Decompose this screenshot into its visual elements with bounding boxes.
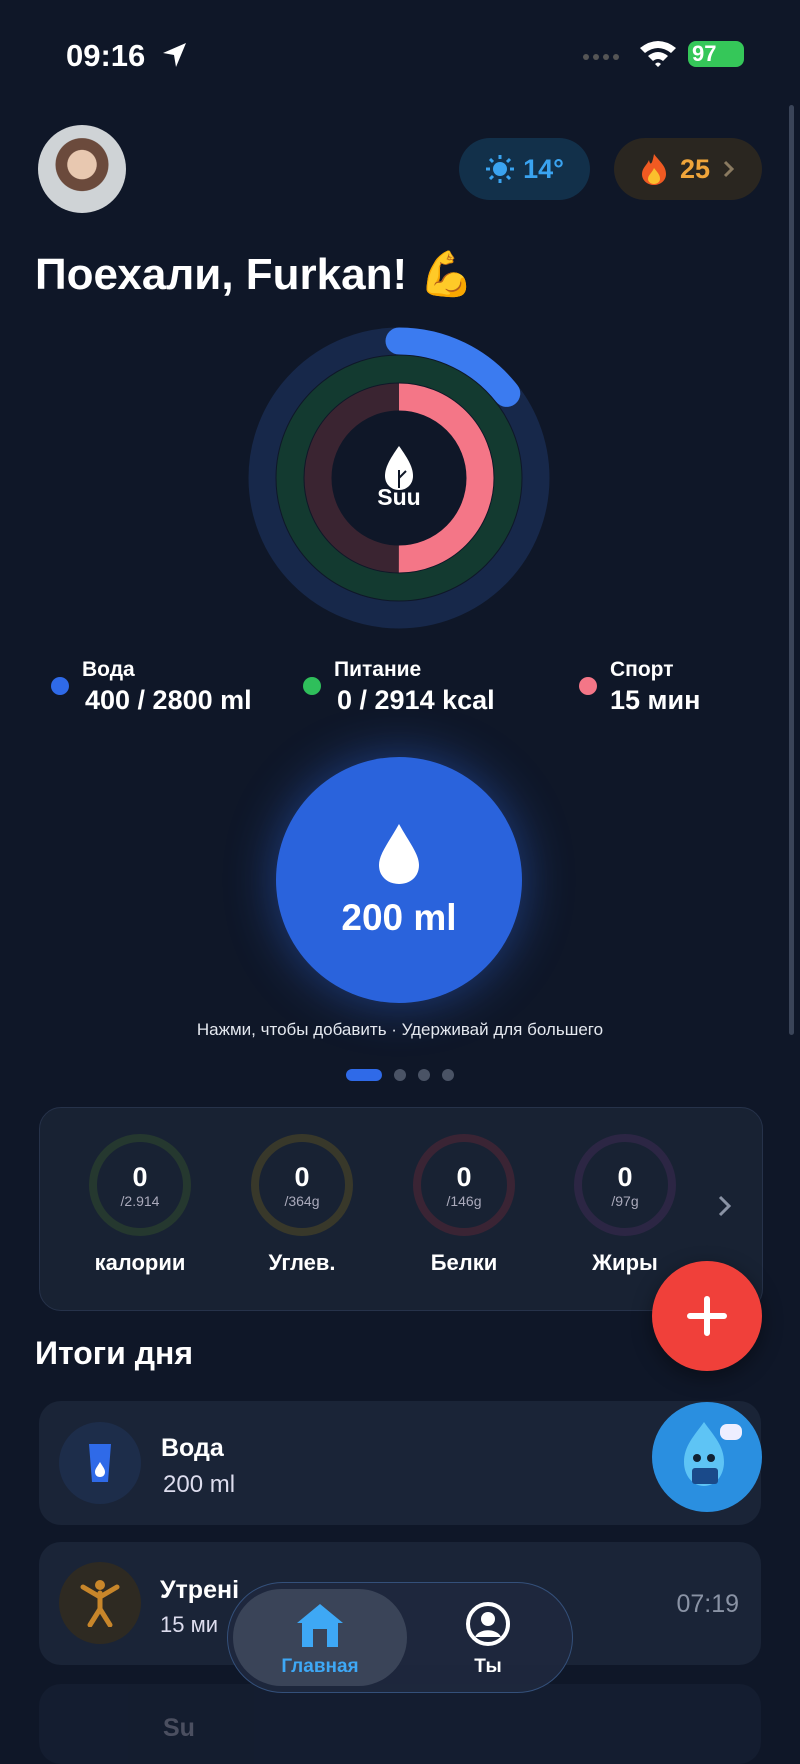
profile-icon <box>466 1602 510 1646</box>
battery: 97 <box>688 41 744 67</box>
item-subtitle: 15 ми <box>160 1612 218 1637</box>
legend-dot <box>51 677 69 695</box>
nutrient-goal: /2.914 <box>120 1193 160 1209</box>
nutrient-label: Жиры <box>592 1250 658 1275</box>
home-icon <box>297 1604 343 1647</box>
nutrient-goal: /97g <box>611 1193 639 1209</box>
legend-label: Спорт <box>610 658 674 681</box>
page-dot-active[interactable] <box>346 1069 382 1081</box>
streak-count: 25 <box>679 153 711 184</box>
ring-arc <box>304 383 494 573</box>
plus-icon <box>687 1296 727 1336</box>
nutrient-goal: /146g <box>446 1193 482 1209</box>
nutrient-label: Белки <box>430 1250 498 1275</box>
assistant-button[interactable] <box>652 1402 762 1512</box>
nutrient-goal: /364g <box>284 1193 320 1209</box>
water-amount: 200 ml <box>341 897 457 938</box>
nutrient-label: калории <box>94 1250 186 1275</box>
page-dot[interactable] <box>394 1069 406 1081</box>
legend-dot <box>303 677 321 695</box>
legend-value: 0 / 2914 kcal <box>337 685 495 715</box>
scrollbar <box>789 105 794 1035</box>
page-dot[interactable] <box>442 1069 454 1081</box>
nutrient-value: 0 <box>294 1162 310 1192</box>
section-title: Итоги дня <box>35 1335 193 1371</box>
item-title: Утрені <box>160 1576 240 1604</box>
item-title: Su <box>163 1714 195 1742</box>
chevron <box>723 160 735 178</box>
nutrient: 0/97g Жиры <box>570 1134 680 1276</box>
nutrient-value: 0 <box>456 1162 472 1192</box>
legend-dot <box>579 677 597 695</box>
item-time: 07:19 <box>676 1590 739 1618</box>
legend-label: Вода <box>82 658 135 681</box>
hint: Нажми, чтобы добавить · Удерживай для бо… <box>196 1020 604 1039</box>
add-fab[interactable] <box>652 1261 762 1371</box>
nav-label: Ты <box>474 1656 502 1677</box>
streak-pill[interactable]: 25 <box>614 138 762 200</box>
avatar[interactable] <box>38 125 126 213</box>
person-icon <box>80 1580 120 1627</box>
greeting: Поехали, Furkan! 💪 <box>35 250 475 299</box>
nutrient: 0/146g Белки <box>409 1134 519 1276</box>
battery-level: 97 <box>692 41 717 66</box>
drop-icon <box>379 824 419 884</box>
mascot-icon <box>684 1422 742 1486</box>
nutrient: 0/2.914 калории <box>85 1134 195 1276</box>
nav-profile[interactable]: Ты <box>413 1589 563 1686</box>
sun-icon <box>486 155 515 183</box>
legend-value: 15 мин <box>610 685 701 715</box>
summary-card[interactable]: Su <box>39 1684 761 1764</box>
nav-home[interactable]: Главная <box>233 1589 407 1686</box>
leaf-icon <box>385 446 413 490</box>
location-icon <box>163 43 186 67</box>
weather-temp: 14° <box>523 153 564 184</box>
ring-label: Suu <box>377 484 421 510</box>
signal-icon <box>583 54 619 60</box>
ring-track <box>276 355 522 601</box>
page-dot[interactable] <box>418 1069 430 1081</box>
status-time: 09:16 <box>66 38 146 73</box>
nutrient-label: Углев. <box>268 1250 336 1275</box>
wifi-icon <box>640 41 676 67</box>
flame-icon <box>641 154 666 185</box>
legend-label: Питание <box>334 658 422 681</box>
add-water-button[interactable]: 200 ml <box>276 757 522 1003</box>
ring-arc <box>248 327 550 629</box>
legend-value: 400 / 2800 ml <box>85 685 252 715</box>
summary-card[interactable]: Вода 200 ml <box>39 1401 761 1525</box>
nutrient-value: 0 <box>132 1162 148 1192</box>
sport-icon-bg <box>59 1562 141 1644</box>
nutrient: 0/364g Углев. <box>247 1134 357 1276</box>
water-icon-bg <box>59 1422 141 1504</box>
activity-rings <box>248 327 550 629</box>
item-subtitle: 200 ml <box>163 1471 236 1498</box>
weather-pill[interactable]: 14° <box>459 138 590 200</box>
nav-label: Главная <box>281 1656 359 1677</box>
item-title: Вода <box>161 1434 224 1462</box>
nav-bar: Главная Ты <box>227 1582 573 1693</box>
next-chevron[interactable] <box>717 1194 733 1218</box>
nutrient-value: 0 <box>617 1162 633 1192</box>
glass-icon <box>89 1444 111 1482</box>
